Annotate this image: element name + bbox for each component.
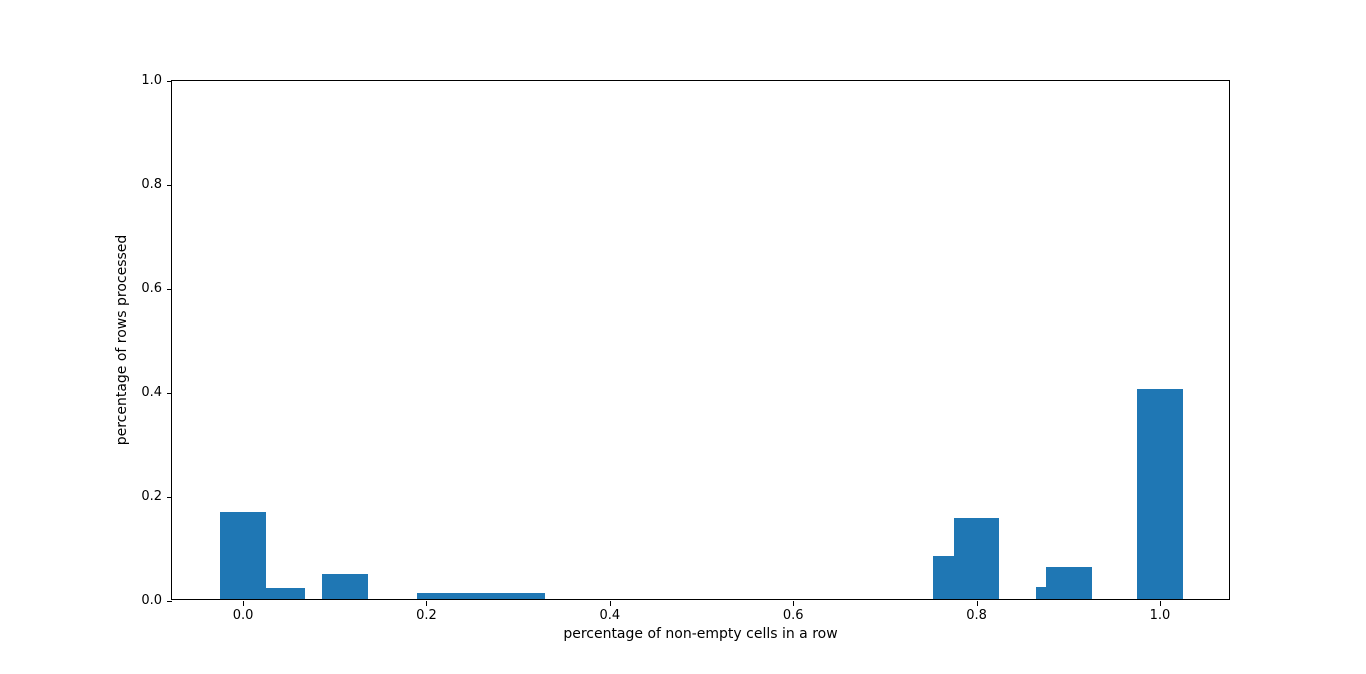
y-tick-label: 0.2	[141, 489, 162, 504]
plot-area: 0.0 0.2 0.4 0.6 0.8 1.0 0.0 0.2 0.4 0.6 0.8 1.0	[141, 73, 1230, 623]
y-tick-label: 0.0	[141, 593, 162, 608]
y-tick-mark	[167, 497, 172, 498]
x-tick-label: 0.0	[232, 608, 254, 623]
y-tick-mark	[167, 81, 172, 82]
x-tick-mark	[426, 601, 428, 606]
x-tick-mark	[1159, 601, 1161, 606]
histogram-bar	[321, 574, 368, 599]
y-tick-mark	[167, 601, 172, 602]
y-tick-label: 0.8	[141, 177, 162, 192]
histogram-bar	[417, 592, 464, 599]
x-tick-mark	[609, 601, 611, 606]
x-tick-label: 0.8	[966, 608, 987, 623]
x-tick-label: 0.4	[599, 608, 621, 623]
y-tick-mark	[167, 185, 172, 186]
y-tick-label: 1.0	[141, 73, 162, 88]
x-tick-mark	[793, 601, 795, 606]
histogram-bar	[953, 518, 1000, 599]
y-tick-label: 0.4	[141, 385, 162, 400]
y-tick-mark	[167, 393, 172, 394]
x-tick-label: 0.6	[782, 608, 804, 623]
histogram-bar	[259, 587, 306, 599]
histogram-bar	[1046, 567, 1093, 599]
x-axis-label: percentage of non-empty cells in a row	[563, 626, 838, 642]
y-axis-label: percentage of rows processed	[114, 234, 130, 446]
histogram-bar	[220, 511, 266, 599]
y-tick-mark	[167, 289, 172, 290]
x-tick-label: 1.0	[1149, 608, 1171, 623]
histogram-bar	[458, 592, 505, 599]
histogram-bar	[1137, 388, 1183, 599]
y-tick-label: 0.6	[141, 281, 162, 296]
histogram-bar	[498, 592, 545, 599]
x-tick-mark	[976, 601, 978, 606]
x-tick-label: 0.2	[416, 608, 437, 623]
x-tick-mark	[243, 601, 245, 606]
